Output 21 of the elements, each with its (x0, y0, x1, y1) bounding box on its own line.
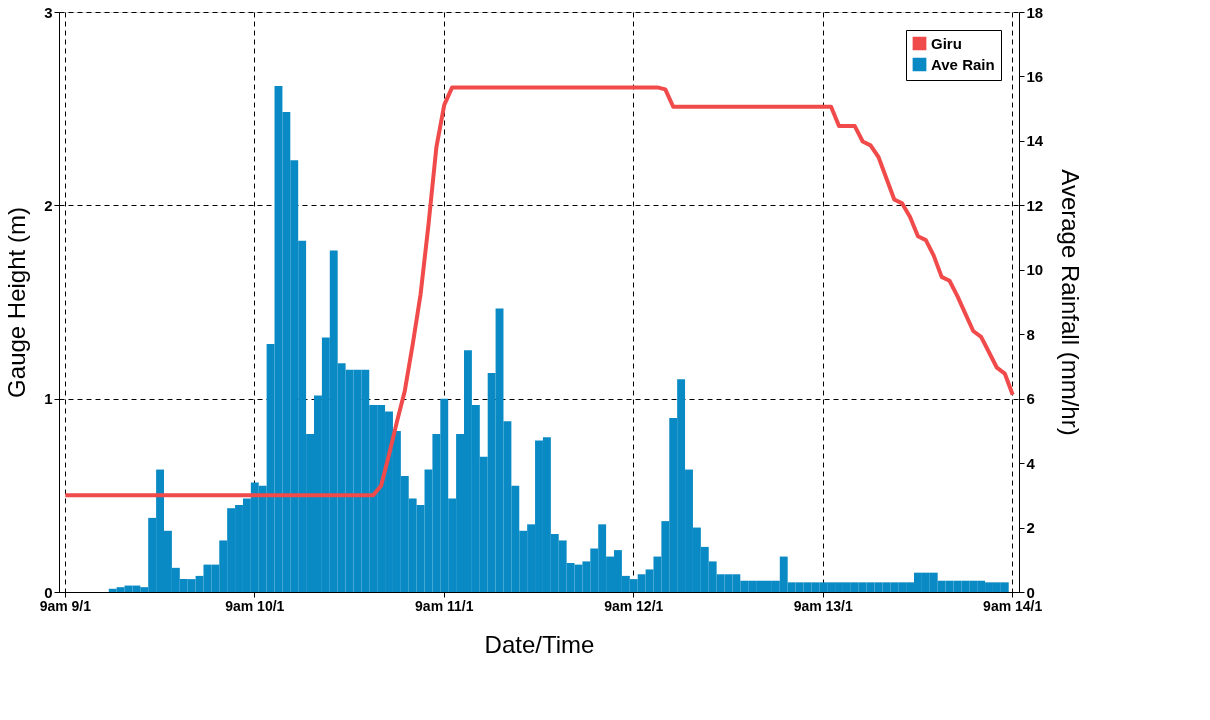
y2-tick-label: 12 (1026, 196, 1044, 214)
y2-tick-label: 2 (1026, 519, 1035, 537)
x-tick-label: 9am 12/1 (604, 597, 664, 614)
y2-tick-label: 6 (1026, 390, 1035, 408)
y2-tick-label: 10 (1026, 261, 1044, 279)
y-tick-label: 2 (44, 196, 53, 214)
y2-tick-label: 18 (1026, 3, 1044, 21)
y2-tick-label: 4 (1026, 454, 1036, 472)
y2-tick-label: 16 (1026, 67, 1044, 85)
legend-label: Giru (931, 34, 962, 52)
y2-tick-label: 14 (1026, 132, 1044, 150)
x-tick-label: 9am 10/1 (225, 597, 285, 614)
y2-axis-title: Average Rainfall (mm/hr) (1057, 169, 1085, 436)
y-axis-title: Gauge Height (m) (3, 207, 31, 398)
y-tick-label: 1 (44, 390, 53, 408)
x-tick-label: 9am 11/1 (415, 597, 474, 614)
x-axis-title: Date/Time (484, 630, 595, 658)
legend-label: Ave Rain (931, 55, 995, 73)
y-tick-label: 3 (44, 3, 53, 21)
y2-tick-label: 8 (1026, 325, 1035, 343)
x-tick-label: 9am 13/1 (793, 597, 853, 614)
